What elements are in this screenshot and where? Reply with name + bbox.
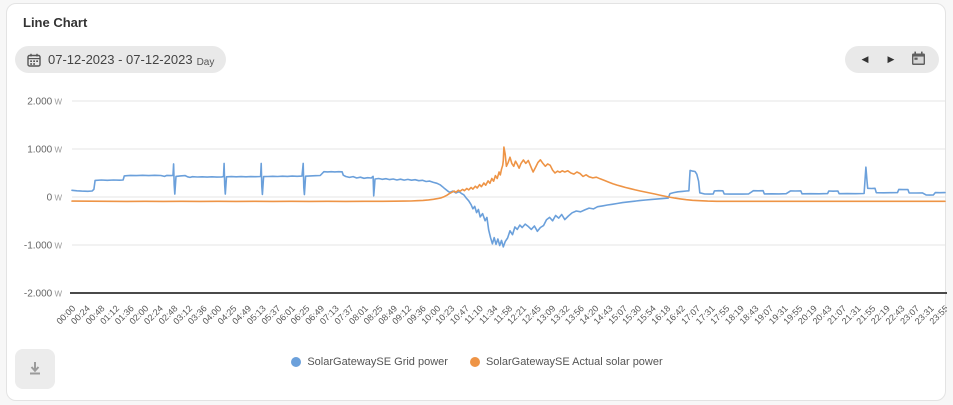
y-axis-tick-label: -2.000 W	[24, 289, 63, 300]
y-axis-tick-label: -1.000 W	[24, 241, 63, 252]
series-line	[71, 146, 946, 203]
calendar-today-button[interactable]	[905, 48, 931, 72]
granularity-label: Day	[196, 57, 215, 68]
chevron-right-icon: ▶	[887, 54, 895, 64]
chevron-left-icon: ◀	[861, 54, 869, 64]
prev-day-button[interactable]: ◀	[853, 48, 877, 72]
y-axis-tick-label: 0 W	[47, 193, 63, 204]
y-axis-tick-label: 2.000 W	[27, 97, 62, 108]
date-range-label: 07-12-2023 - 07-12-2023	[48, 52, 193, 67]
chart-legend: SolarGatewaySE Grid power SolarGatewaySE…	[7, 356, 947, 368]
legend-label-solar-power: SolarGatewaySE Actual solar power	[485, 356, 663, 368]
series-line	[71, 162, 946, 248]
legend-label-grid-power: SolarGatewaySE Grid power	[307, 356, 448, 368]
next-day-button[interactable]: ▶	[879, 48, 903, 72]
calendar-today-icon	[911, 51, 926, 69]
date-range-button[interactable]: 07-12-2023 - 07-12-2023 Day	[15, 46, 227, 73]
legend-item-solar-power[interactable]: SolarGatewaySE Actual solar power	[469, 356, 663, 368]
download-icon	[27, 360, 43, 379]
legend-dot-solar-power	[469, 357, 480, 367]
line-chart-card: Line Chart 07-12-2023 - 07-12-2023 Day ◀…	[6, 3, 947, 401]
line-chart[interactable]: 2.000 W1.000 W0 W-1.000 W-2.000 W00:0000…	[7, 93, 947, 349]
legend-dot-grid-power	[291, 357, 302, 367]
calendar-icon	[27, 53, 41, 67]
legend-item-grid-power[interactable]: SolarGatewaySE Grid power	[291, 356, 448, 368]
page-title: Line Chart	[23, 15, 88, 30]
y-axis-tick-label: 1.000 W	[27, 145, 62, 156]
download-button[interactable]	[15, 349, 55, 389]
date-nav-controls: ◀ ▶	[845, 46, 939, 73]
